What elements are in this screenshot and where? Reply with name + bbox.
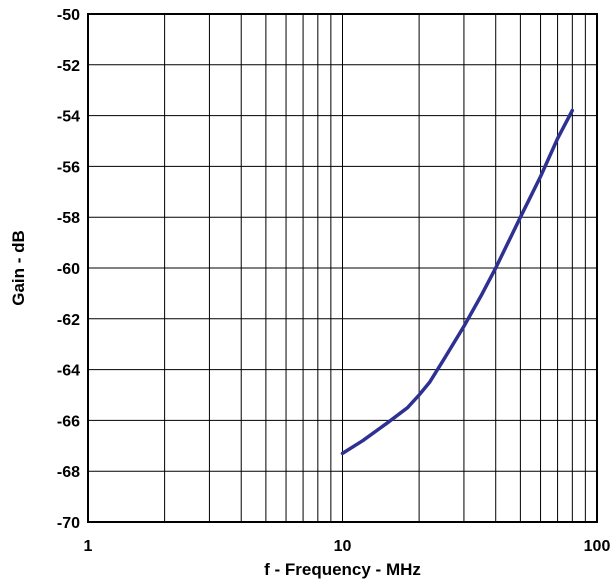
- y-tick-label: -70: [57, 515, 80, 532]
- x-tick-labels: 1 10 100: [84, 538, 611, 555]
- y-tick-label: -58: [57, 210, 80, 227]
- grid-layer: [88, 14, 597, 522]
- x-tick-label: 1: [84, 538, 93, 555]
- y-tick-label: -52: [57, 58, 80, 75]
- x-axis-label: f - Frequency - MHz: [264, 560, 421, 579]
- series-layer: [340, 108, 575, 456]
- plot-frame: [87, 13, 598, 523]
- y-tick-label: -62: [57, 312, 80, 329]
- y-tick-label: -56: [57, 159, 80, 176]
- y-tick-label: -66: [57, 413, 80, 430]
- y-tick-labels: -70 -68 -66 -64 -62 -60 -58 -56 -54 -52 -50: [57, 7, 80, 532]
- y-tick-label: -50: [57, 7, 80, 24]
- y-tick-label: -60: [57, 261, 80, 278]
- y-tick-label: -64: [57, 363, 80, 380]
- x-tick-label: 10: [334, 538, 352, 555]
- y-tick-label: -68: [57, 464, 80, 481]
- gain-series-line: [340, 108, 575, 456]
- y-axis-label: Gain - dB: [9, 230, 28, 306]
- x-tick-label: 100: [584, 538, 611, 555]
- y-tick-label: -54: [57, 109, 80, 126]
